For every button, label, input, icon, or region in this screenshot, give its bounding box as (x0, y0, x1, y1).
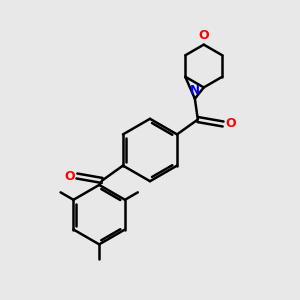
Text: O: O (226, 118, 236, 130)
Text: O: O (199, 29, 209, 42)
Text: N: N (190, 84, 200, 97)
Text: O: O (64, 169, 74, 182)
